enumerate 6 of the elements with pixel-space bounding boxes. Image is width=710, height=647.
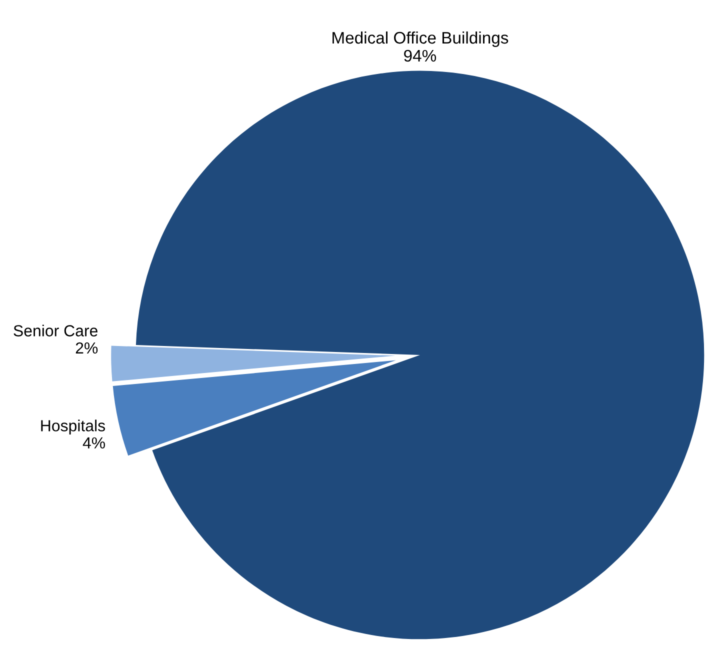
slice-label: Medical Office Buildings xyxy=(332,31,508,48)
slice-label: Hospitals xyxy=(41,420,105,435)
data-label: 4% xyxy=(82,437,105,449)
data-label: 2% xyxy=(76,342,98,354)
data-label: 94% xyxy=(404,50,436,62)
slice-label: Senior Care xyxy=(14,324,98,336)
